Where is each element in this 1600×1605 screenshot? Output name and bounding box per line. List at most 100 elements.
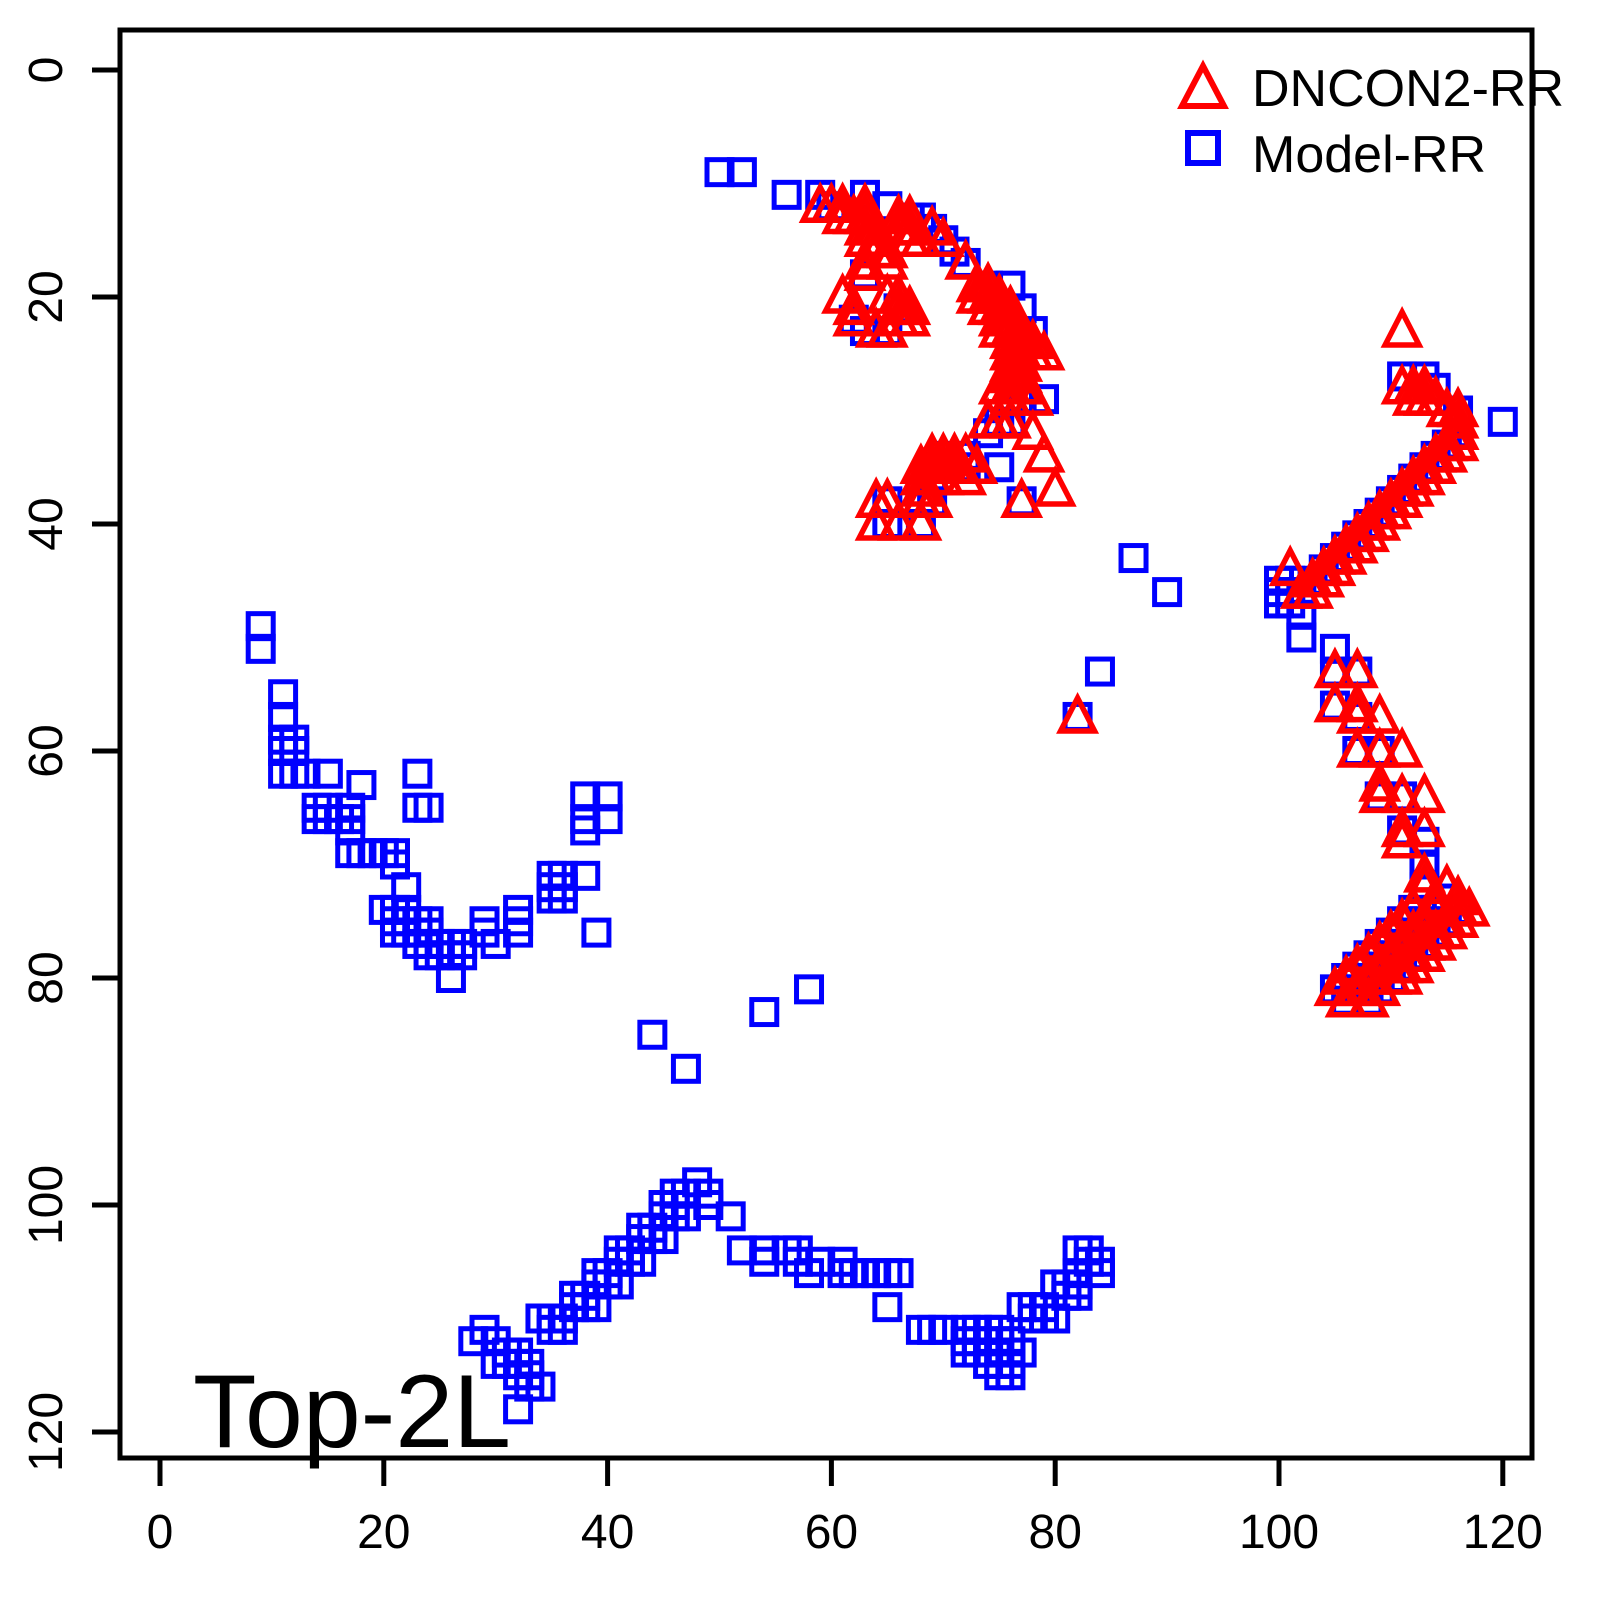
square-legend-icon [1185, 130, 1221, 166]
dncon2-rr-point [1358, 771, 1402, 814]
model-rr-point [726, 157, 757, 188]
model-rr-point [245, 633, 276, 664]
dncon2-rr-point [1380, 476, 1424, 519]
dncon2-rr-point [1380, 816, 1424, 859]
model-rr-point [547, 883, 578, 914]
dncon2-rr-point [1268, 544, 1312, 587]
model-rr-point [995, 1360, 1026, 1391]
model-rr-point [525, 1371, 556, 1402]
x-axis: 0 20 40 60 80 100 120 [147, 1458, 1543, 1559]
dncon2-rr-point [1425, 430, 1469, 473]
dncon2-rr-point [1291, 567, 1335, 609]
dncon2-rr-point [1313, 680, 1357, 723]
dncon2-rr-point [1380, 306, 1424, 348]
dncon2-rr-point [899, 215, 943, 257]
dncon2-rr-point [1302, 555, 1346, 598]
series-dncon2-rr [798, 181, 1491, 1018]
dncon2-rr-point [1369, 487, 1413, 530]
legend-label-dncon2: DNCON2-RR [1252, 60, 1564, 118]
dncon2-rr-point [1313, 544, 1357, 587]
dncon2-rr-point [1347, 975, 1391, 1018]
dncon2-rr-point [843, 237, 887, 280]
dncon2-rr-point [865, 476, 909, 519]
legend-label-model: Model-RR [1252, 126, 1486, 184]
model-rr-point [458, 1326, 489, 1357]
dncon2-rr-point [1011, 408, 1055, 450]
model-rr-point [413, 792, 444, 823]
dncon2-rr-point [988, 374, 1032, 416]
legend: DNCON2-RR Model-RR [1177, 59, 1564, 184]
x-tick-label: 100 [1239, 1506, 1319, 1559]
dncon2-rr-point [1380, 952, 1424, 995]
dncon2-rr-point [877, 498, 921, 541]
y-tick-label: 60 [20, 724, 73, 777]
model-rr-point [581, 917, 612, 948]
x-tick-label: 120 [1463, 1506, 1543, 1559]
model-rr-point [312, 758, 343, 789]
model-rr-point [749, 997, 780, 1028]
triangle-legend-icon [1177, 59, 1229, 109]
model-rr-point [883, 1258, 914, 1289]
dncon2-rr-point [1436, 419, 1480, 462]
dncon2-rr-point [910, 476, 954, 519]
dncon2-rr-point [1402, 805, 1446, 848]
dncon2-rr-point [854, 498, 898, 541]
dncon2-rr-point [1335, 680, 1379, 723]
dncon2-rr-point [832, 294, 876, 337]
dncon2-rr-point [1391, 464, 1435, 507]
dncon2-rr-point [1414, 442, 1458, 484]
dncon2-rr-point [1324, 975, 1368, 1018]
model-rr-point [704, 157, 735, 188]
x-tick-label: 20 [357, 1506, 410, 1559]
dncon2-rr-point [832, 283, 876, 326]
model-rr-point [402, 758, 433, 789]
dncon2-rr-point [1436, 385, 1480, 428]
dncon2-rr-point [1033, 464, 1077, 507]
dncon2-rr-point [944, 237, 988, 280]
model-rr-point [670, 1053, 701, 1084]
y-tick-label: 100 [20, 1165, 73, 1245]
dncon2-rr-point [1358, 498, 1402, 541]
dncon2-rr-point [921, 453, 965, 496]
model-rr-point [1062, 1258, 1093, 1289]
dncon2-rr-point [1402, 850, 1446, 893]
legend-item-model: Model-RR [1185, 126, 1486, 184]
model-rr-point [771, 179, 802, 210]
legend-item-dncon2: DNCON2-RR [1177, 59, 1564, 118]
dncon2-rr-point [1022, 430, 1066, 473]
y-axis: 0 20 40 60 80 100 120 [20, 57, 120, 1472]
dncon2-rr-point [1380, 725, 1424, 768]
model-rr-point [1118, 543, 1149, 574]
model-rr-point [1286, 622, 1317, 653]
dncon2-rr-point [843, 249, 887, 292]
dncon2-rr-point [888, 294, 932, 337]
model-rr-point [1152, 577, 1183, 608]
dncon2-rr-point [988, 396, 1032, 439]
model-rr-point [1084, 1258, 1115, 1289]
model-rr-point [435, 963, 466, 993]
model-rr-point [1084, 656, 1115, 687]
dncon2-rr-point [1335, 725, 1379, 768]
dncon2-rr-point [1335, 521, 1379, 564]
dncon2-rr-point [921, 215, 965, 257]
dncon2-rr-point [1324, 533, 1368, 575]
x-tick-label: 80 [1029, 1506, 1082, 1559]
dncon2-rr-point [1022, 328, 1066, 371]
model-rr-point [570, 815, 601, 846]
dncon2-rr-point [1347, 510, 1391, 553]
plot-border [117, 27, 1535, 1461]
model-rr-point [872, 1292, 903, 1323]
y-tick-label: 40 [20, 497, 73, 550]
y-tick-label: 80 [20, 951, 73, 1004]
plot-annotation-top-2l: Top-2L [193, 1354, 511, 1470]
model-rr-point [503, 917, 534, 948]
dncon2-rr-point [1380, 805, 1424, 848]
dncon2-rr-point [865, 226, 909, 269]
dncon2-rr-point [1436, 396, 1480, 439]
dncon2-rr-point [1000, 476, 1044, 519]
series-model-rr [245, 157, 1518, 1425]
dncon2-rr-point [1358, 760, 1402, 802]
model-rr-point [1487, 406, 1518, 437]
